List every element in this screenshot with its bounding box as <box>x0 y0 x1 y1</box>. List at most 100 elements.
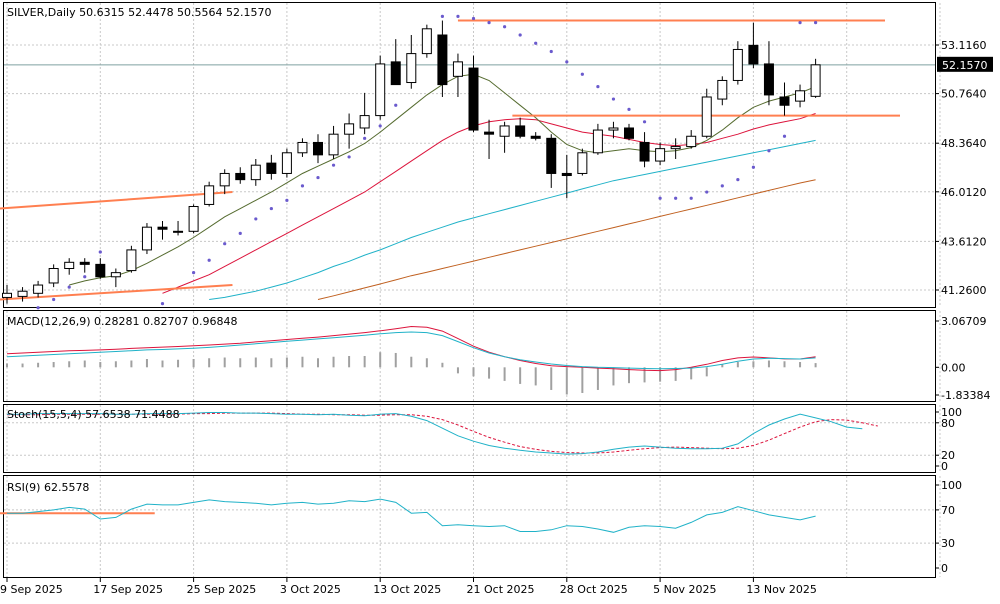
main-y-tick-label: 43.6120 <box>941 235 987 248</box>
candle-bull <box>17 290 28 297</box>
rsi-series <box>0 498 935 544</box>
candle-bull <box>33 284 44 294</box>
sar-dot <box>549 49 553 54</box>
candle-bull <box>608 127 619 131</box>
candle-bull <box>406 53 417 84</box>
x-tick-label: 9 Sep 2025 <box>0 583 63 596</box>
rsi-y-tick-label: 100 <box>941 479 962 492</box>
sar-dot <box>565 60 569 64</box>
candle-bear <box>157 226 168 230</box>
ma-slow-line <box>209 139 816 300</box>
rsi-y-tick-label: 0 <box>941 562 948 575</box>
candle-bear <box>763 63 774 96</box>
sar-dot <box>705 190 709 194</box>
rsi-panel-frame <box>3 475 936 578</box>
stoch-signal-line <box>7 412 878 454</box>
sar-dot <box>67 285 71 289</box>
price-tag-label: 52.1570 <box>942 59 988 72</box>
x-tick-label: 17 Sep 2025 <box>93 583 163 596</box>
x-tick-label: 3 Oct 2025 <box>280 583 341 596</box>
macd-y-tick-label: 0.00 <box>941 361 966 374</box>
sar-dot <box>285 198 289 202</box>
x-tick-label: 28 Oct 2025 <box>560 583 628 596</box>
sar-dot <box>331 163 336 167</box>
candle-bear <box>468 67 479 131</box>
rsi-line <box>7 498 816 533</box>
candle-bull <box>499 125 510 137</box>
x-tick-label: 25 Sep 2025 <box>187 583 257 596</box>
stoch-y-tick-label: 0 <box>941 460 948 473</box>
candle-bull <box>110 272 121 278</box>
candle-bull <box>810 64 821 97</box>
candle-bull <box>577 152 588 174</box>
candle-bear <box>624 127 634 139</box>
candle-bear <box>748 44 759 65</box>
sar-dot <box>720 184 724 188</box>
candle-bull <box>141 226 152 251</box>
candle-bear <box>561 172 572 177</box>
candle-bull <box>48 268 59 284</box>
sar-dot <box>378 124 382 128</box>
candle-bull <box>173 230 184 233</box>
sar-dot <box>767 149 771 153</box>
sar-dot <box>471 16 476 21</box>
sar-dot <box>363 136 367 140</box>
x-tick-label: 13 Oct 2025 <box>373 583 441 596</box>
sar-dot <box>192 271 196 275</box>
sar-dot <box>316 175 320 180</box>
candle-bull <box>592 129 603 154</box>
x-tick-label: 21 Oct 2025 <box>467 583 535 596</box>
sar-dot <box>611 97 616 101</box>
rsi-y-tick-label: 30 <box>941 537 955 550</box>
rsi-y-tick-label: 70 <box>941 504 955 517</box>
sar-dot <box>487 20 491 25</box>
candle-bull <box>250 164 261 181</box>
candle-bull <box>204 185 215 205</box>
candle-bear <box>484 131 495 135</box>
trend-channel-line <box>0 191 233 210</box>
sar-dot <box>207 258 211 262</box>
sar-dot <box>254 217 258 221</box>
sar-dot <box>798 20 802 25</box>
sar-dot <box>440 14 444 19</box>
stoch-y-tick-label: 20 <box>941 449 955 462</box>
candle-bear <box>95 263 106 278</box>
current-price-tag: 52.1570 <box>937 56 993 72</box>
macd-y-tick-label: -1.83384 <box>941 389 990 402</box>
macd-series <box>6 325 817 395</box>
candle-bull <box>359 115 370 129</box>
sar-dot <box>394 103 398 107</box>
rsi-panel-title: RSI(9) 62.5578 <box>7 481 89 494</box>
sar-dot <box>238 231 242 235</box>
ma-long-line <box>317 179 816 300</box>
macd-main-line <box>6 331 816 370</box>
sar-dot <box>534 41 538 45</box>
main-y-tick-label: 48.3640 <box>941 137 987 150</box>
stoch-panel-frame <box>3 404 936 473</box>
candle-bull <box>655 148 666 162</box>
macd-panel-title: MACD(12,26,9) 0.28281 0.82707 0.96848 <box>7 315 238 328</box>
candle-bear <box>530 135 541 139</box>
sar-dot <box>689 196 693 200</box>
axis-ticks: 9 Sep 2025 17 Sep 2025 25 Sep 2025 3 Oct 20… <box>0 39 990 596</box>
candle-bull <box>701 96 712 137</box>
candles <box>2 20 821 304</box>
candle-bull <box>670 146 681 150</box>
candle-bear <box>779 96 790 106</box>
sar-dot <box>98 250 102 254</box>
candle-bull <box>126 249 137 272</box>
sar-dot <box>580 72 584 76</box>
sar-dot <box>814 20 818 25</box>
parabolic-sar <box>36 14 818 310</box>
sar-dot <box>83 275 87 279</box>
candle-bear <box>437 34 448 86</box>
sar-dot <box>347 155 351 159</box>
candle-bull <box>2 292 12 298</box>
main-y-tick-label: 50.7640 <box>941 88 987 101</box>
stoch-panel-title: Stoch(15,5,4) 57.6538 71.4488 <box>7 408 180 421</box>
candle-bull <box>795 90 806 102</box>
stoch-main-line <box>7 412 863 455</box>
